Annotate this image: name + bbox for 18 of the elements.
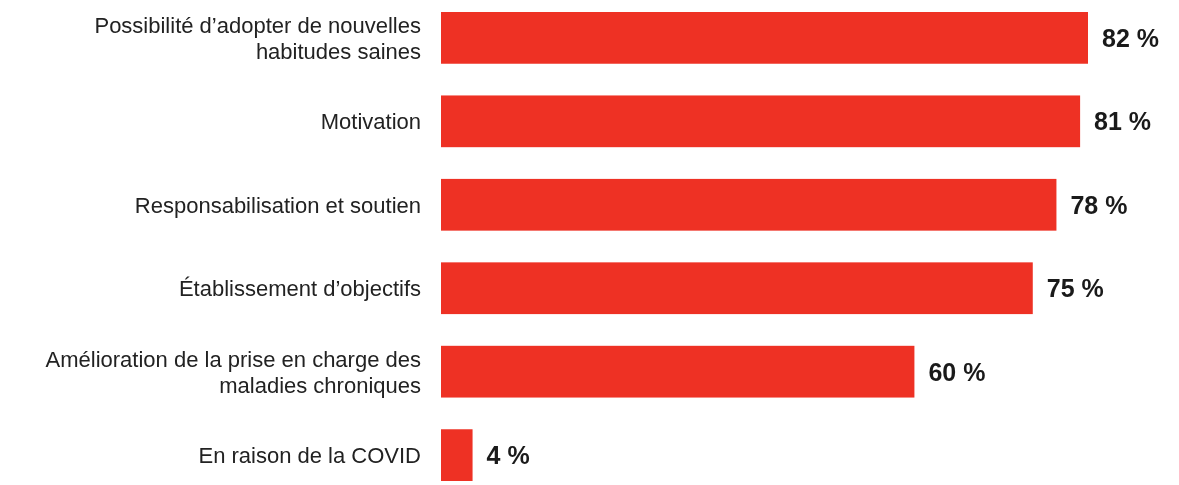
data-label: 81 % [1094, 107, 1152, 136]
data-label: 75 % [1046, 274, 1104, 303]
data-label: 82 % [1102, 23, 1159, 52]
data-label: 4 % [486, 441, 530, 470]
bar [441, 12, 1088, 64]
y-tick-label: Amélioration de la prise en charge des maladies chroniques [45, 346, 421, 398]
y-tick-label: Motivation [320, 109, 421, 135]
data-label: 78 % [1070, 190, 1128, 219]
y-tick-label: Possibilité d’adopter de nouvelles habitudes saines [94, 12, 421, 64]
y-tick-label: En raison de la COVID [198, 443, 421, 469]
bar [441, 429, 473, 481]
bar [441, 345, 915, 398]
y-tick-label: Établissement d’objectifs [178, 276, 421, 302]
bar [441, 95, 1081, 148]
bar [441, 262, 1033, 315]
y-tick-label: Responsabilisation et soutien [134, 192, 421, 218]
bar [441, 178, 1057, 231]
data-label: 60 % [928, 357, 986, 386]
